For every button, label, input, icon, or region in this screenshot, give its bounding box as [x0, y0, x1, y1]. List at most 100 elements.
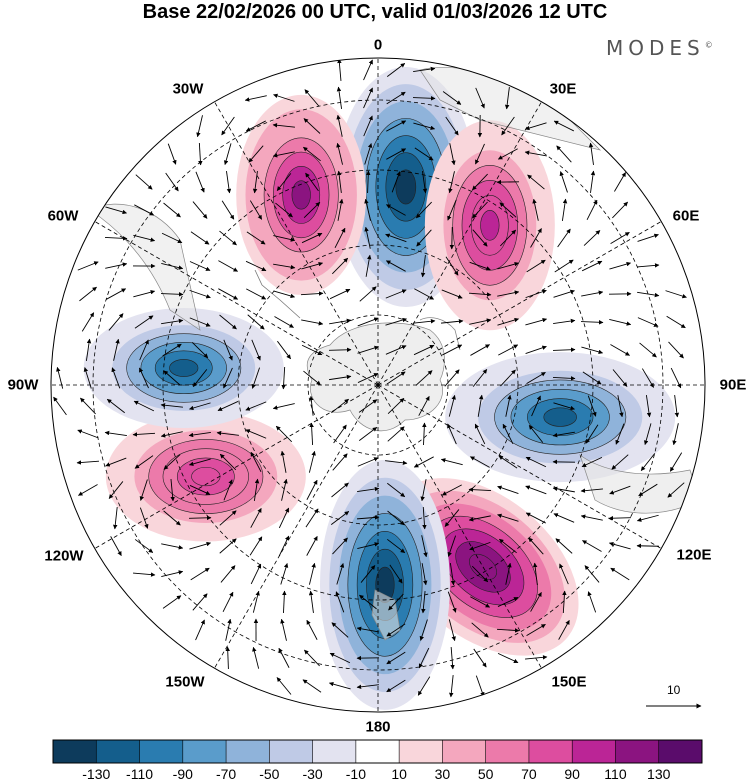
coastline-east — [419, 317, 461, 351]
wind-vector — [500, 369, 516, 387]
wind-vector — [469, 261, 491, 271]
lon-label-120w: 120W — [44, 547, 84, 565]
anomaly-contour — [169, 359, 199, 377]
wind-vector — [250, 563, 262, 585]
wind-vector — [672, 423, 679, 446]
wind-vector — [559, 563, 569, 585]
wind-vector — [386, 120, 407, 132]
wind-vector — [474, 423, 486, 445]
wind-vector — [337, 58, 342, 81]
wind-vector — [161, 232, 183, 244]
wind-vector — [329, 318, 352, 325]
latitude-circle — [92, 99, 664, 671]
wind-vector — [251, 367, 260, 389]
wind-vector — [501, 116, 515, 136]
colorbar-swatch — [139, 740, 184, 763]
wind-vector — [645, 395, 652, 418]
lon-label-0: 0 — [373, 36, 383, 54]
wind-vector — [612, 369, 628, 387]
wind-vector — [553, 513, 575, 523]
colorbar-label: -10 — [345, 766, 366, 782]
wind-vector — [421, 171, 428, 194]
wind-vector — [615, 423, 625, 445]
wind-vector — [582, 371, 602, 385]
wind-vector — [357, 486, 380, 492]
wind-vector — [139, 367, 149, 389]
wind-vector — [275, 425, 293, 443]
wind-vector — [389, 564, 403, 584]
wind-vector — [590, 170, 596, 193]
wind-vector — [391, 171, 401, 193]
wind-vector — [447, 199, 457, 221]
wind-vector — [333, 424, 347, 444]
wind-vector — [360, 565, 376, 583]
wind-vector — [414, 288, 435, 300]
wind-vector — [170, 479, 175, 502]
wind-vector — [414, 147, 434, 161]
meridian — [94, 384, 379, 549]
wind-vector — [188, 515, 212, 521]
wind-vector — [447, 423, 457, 445]
wind-vector — [77, 261, 99, 271]
wind-vector — [105, 206, 127, 215]
lon-label-30w: 30W — [172, 80, 204, 98]
lon-label-90e: 90E — [719, 376, 747, 394]
wind-vector — [388, 593, 404, 611]
wind-vector — [448, 619, 456, 642]
wind-vector — [525, 485, 547, 495]
wind-vector — [189, 541, 211, 550]
map-title: Base 22/02/2026 00 UTC, valid 01/03/2026… — [142, 1, 608, 23]
wind-vector — [278, 507, 290, 529]
wind-vector — [472, 369, 488, 387]
colorbar-label: -30 — [302, 766, 323, 782]
anomaly-positive — [236, 94, 367, 295]
wind-vectors — [53, 58, 687, 698]
wind-vector — [386, 371, 406, 385]
wind-vector — [331, 482, 349, 498]
wind-vector — [617, 395, 624, 418]
lon-label-60w: 60W — [47, 207, 79, 225]
colorbar-swatch — [485, 740, 530, 763]
wind-vector — [442, 91, 462, 105]
wind-vector — [356, 684, 379, 690]
wind-vector — [219, 510, 237, 526]
wind-vector — [415, 370, 433, 386]
wind-vector — [357, 373, 379, 383]
wind-vector — [357, 317, 379, 327]
wind-vector — [608, 541, 631, 550]
wind-vector — [614, 172, 626, 192]
wind-vector — [139, 339, 149, 361]
wind-vector — [667, 482, 685, 498]
wind-vector — [386, 679, 406, 693]
wind-vector — [218, 288, 239, 300]
wind-vector — [104, 430, 127, 437]
meridian — [377, 101, 542, 386]
wind-vector — [250, 507, 262, 528]
colorbar-label: 10 — [391, 766, 407, 782]
wind-vector — [309, 422, 314, 446]
wind-vector — [469, 456, 490, 468]
meridian — [214, 101, 379, 386]
lon-label-180: 180 — [365, 718, 391, 736]
wind-vector — [77, 429, 99, 439]
wind-vector — [416, 229, 432, 247]
colorbar-label: -110 — [126, 766, 154, 782]
colorbar-swatch — [399, 740, 443, 763]
wind-vector — [581, 260, 603, 272]
wind-vector — [163, 510, 181, 526]
wind-vector — [584, 565, 600, 583]
wind-vector — [497, 652, 519, 664]
wind-vector — [195, 619, 205, 641]
wind-vector — [308, 562, 316, 585]
wind-vector — [385, 460, 408, 466]
wind-vector — [528, 425, 544, 443]
wind-vector — [365, 254, 372, 277]
lon-label-60e: 60E — [672, 207, 700, 225]
wind-vector — [223, 143, 232, 166]
wind-vector — [217, 401, 239, 411]
wind-vector — [276, 173, 292, 191]
wind-vector — [301, 344, 323, 356]
wind-vector — [473, 648, 487, 668]
wind-vector — [612, 201, 628, 219]
wind-vector — [444, 509, 460, 527]
